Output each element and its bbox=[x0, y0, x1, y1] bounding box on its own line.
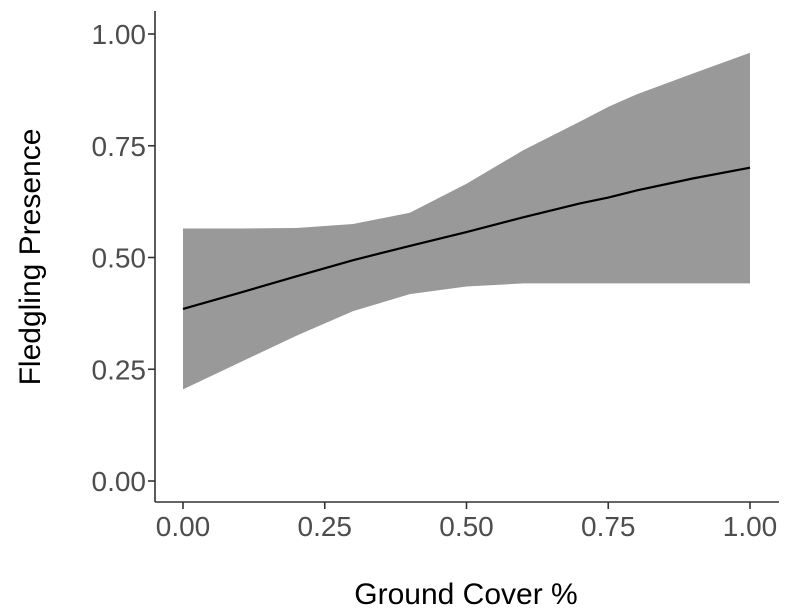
x-tick-label: 1.00 bbox=[723, 511, 778, 542]
fit-line-layer bbox=[182, 166, 751, 310]
y-tick-label: 0.50 bbox=[92, 243, 147, 274]
confidence-band-layer bbox=[183, 52, 750, 390]
y-tick-label: 0.25 bbox=[92, 354, 147, 385]
y-tick-label: 1.00 bbox=[92, 19, 147, 50]
x-axis-title: Ground Cover % bbox=[354, 578, 577, 609]
y-tick-label: 0.00 bbox=[92, 466, 147, 497]
x-tick-label: 0.00 bbox=[156, 511, 211, 542]
x-tick-label: 0.25 bbox=[298, 511, 353, 542]
x-axis-ticks: 0.00 0.25 0.50 0.75 1.00 bbox=[156, 502, 778, 542]
y-axis-title: Fledgling Presence bbox=[14, 129, 47, 386]
y-tick-label: 0.75 bbox=[92, 131, 147, 162]
x-tick-label: 0.75 bbox=[581, 511, 636, 542]
y-axis-ticks: 0.00 0.25 0.50 0.75 1.00 bbox=[92, 19, 155, 497]
confidence-band bbox=[183, 52, 750, 390]
x-tick-label: 0.50 bbox=[439, 511, 494, 542]
fit-line bbox=[182, 166, 751, 310]
